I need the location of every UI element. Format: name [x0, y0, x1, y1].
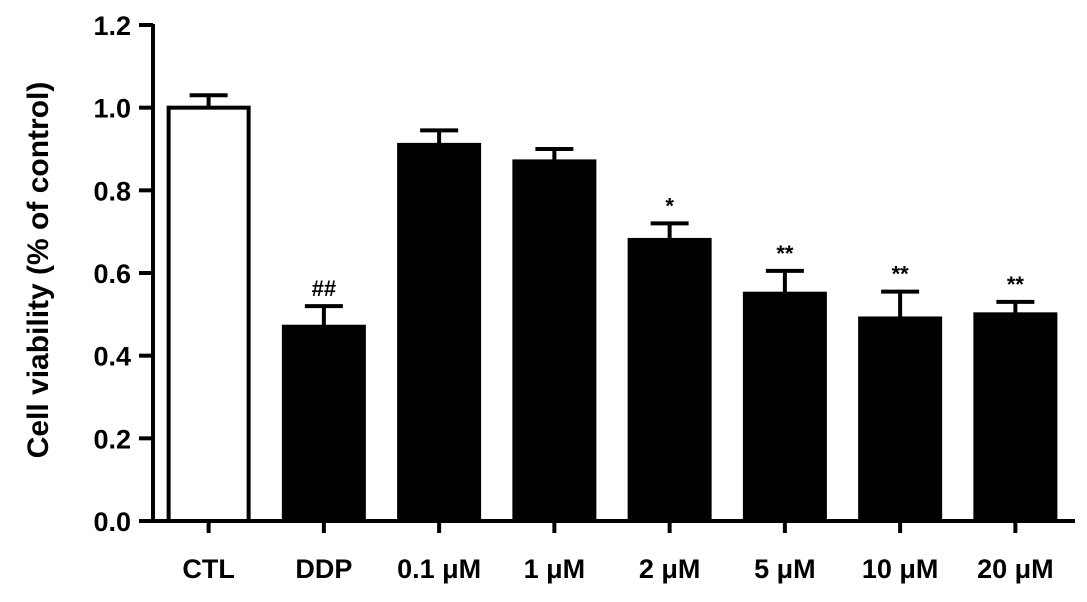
bar-10M — [858, 316, 943, 524]
y-tick-label: 0.4 — [93, 342, 131, 372]
bar-0_1M — [397, 142, 482, 523]
x-tick-label: 1 μM — [524, 554, 586, 584]
y-tick-label: 0.6 — [93, 259, 131, 289]
y-tick-label: 1.2 — [93, 11, 131, 41]
x-tick-label: 10 μM — [862, 554, 939, 584]
significance-label: ** — [1007, 272, 1025, 297]
x-tick-label: 20 μM — [977, 554, 1054, 584]
x-tick-label: DDP — [295, 554, 352, 584]
x-tick-label: 2 μM — [639, 554, 701, 584]
x-tick-label: 5 μM — [754, 554, 816, 584]
y-tick-label: 0.2 — [93, 424, 131, 454]
y-tick-label: 0.0 — [93, 507, 131, 537]
x-tick-label: CTL — [182, 554, 234, 584]
y-tick-label: 1.0 — [93, 94, 131, 124]
significance-label: ## — [312, 276, 336, 301]
y-tick-label: 0.8 — [93, 176, 131, 206]
significance-label: * — [665, 193, 674, 218]
x-tick-label: 0.1 μM — [397, 554, 481, 584]
bar-5M — [742, 291, 827, 523]
bar-1M — [512, 159, 597, 523]
significance-label: ** — [892, 262, 910, 287]
bar-2M — [627, 237, 712, 524]
y-axis-label: Cell viability (% of control) — [22, 82, 55, 459]
bar-CTL — [166, 105, 251, 524]
bar-20M — [973, 312, 1058, 524]
bar-DDP — [281, 324, 366, 523]
significance-label: ** — [776, 241, 794, 266]
